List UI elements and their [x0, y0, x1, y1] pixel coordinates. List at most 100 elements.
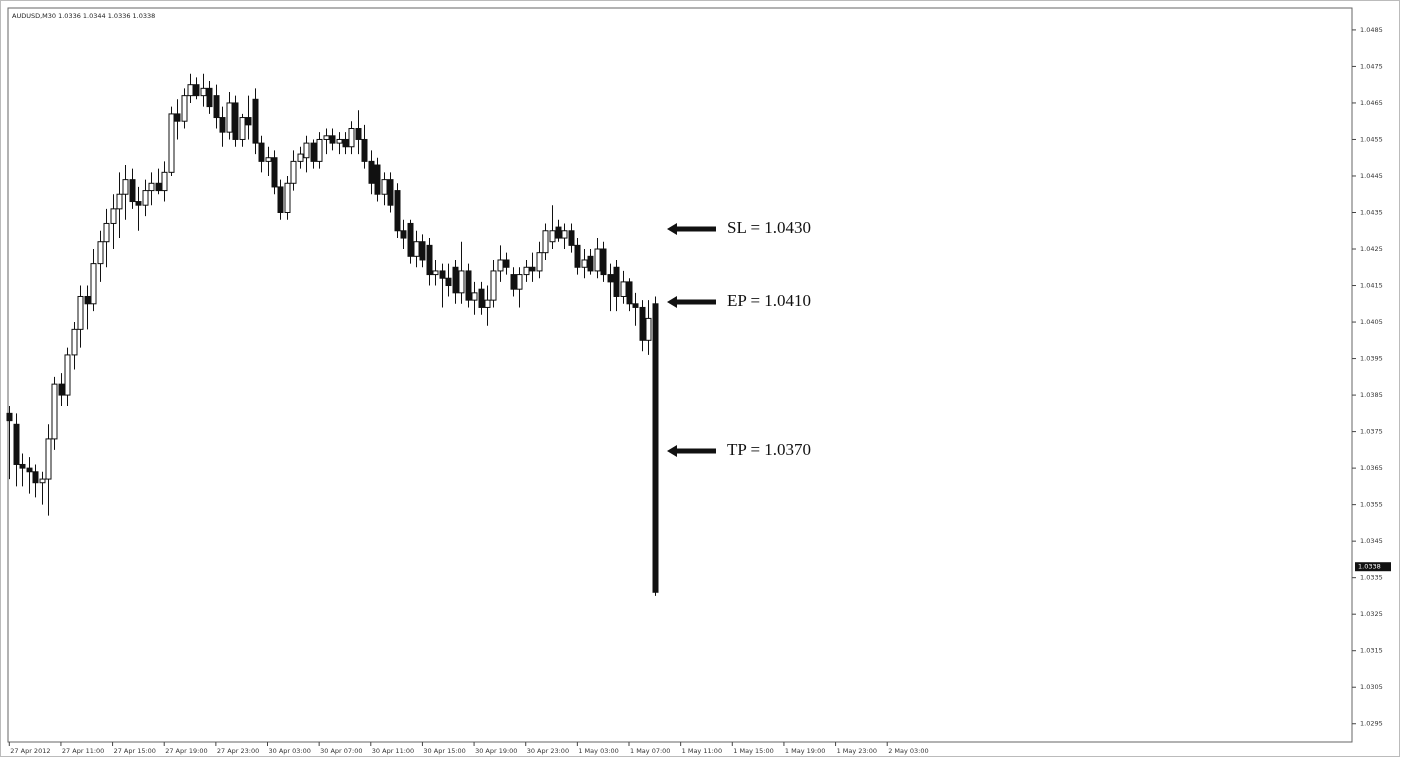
candle-body — [620, 281, 627, 297]
candle-body — [90, 263, 97, 305]
candle-body — [303, 142, 310, 159]
x-tick-label: 1 May 23:00 — [837, 747, 877, 755]
candle-body — [587, 255, 594, 272]
x-tick-label: 1 May 15:00 — [733, 747, 773, 755]
x-tick-label: 30 Apr 07:00 — [320, 747, 362, 755]
plot-area — [7, 7, 1353, 743]
candle-body — [110, 208, 117, 224]
candle-body — [536, 252, 543, 272]
arrow — [667, 296, 716, 308]
candle-body — [542, 230, 549, 254]
candle-body — [490, 270, 497, 301]
candle-body — [174, 113, 181, 122]
candle-body — [6, 412, 13, 422]
candle-body — [116, 193, 123, 210]
arrow — [667, 445, 716, 457]
candle-body — [103, 222, 110, 243]
candle-body — [142, 190, 149, 206]
y-tick-label: 1.0325 — [1360, 610, 1383, 618]
x-tick-label: 1 May 03:00 — [578, 747, 618, 755]
candle-body — [432, 270, 439, 276]
candle-body — [613, 266, 620, 297]
y-tick-label: 1.0385 — [1360, 391, 1383, 399]
candle-body — [32, 471, 39, 484]
candle-body — [600, 248, 607, 276]
candle-body — [361, 138, 368, 162]
candle-body — [200, 87, 207, 97]
candle-body — [97, 241, 104, 265]
candle-body — [265, 157, 272, 162]
candle-body — [639, 306, 646, 341]
candle-body — [148, 182, 155, 192]
candle-body — [581, 259, 588, 268]
candle-body — [122, 179, 129, 195]
candle-body — [555, 226, 562, 239]
x-tick-label: 2 May 03:00 — [888, 747, 928, 755]
y-tick-label: 1.0425 — [1360, 245, 1383, 253]
candle-body — [77, 295, 84, 330]
candle-body — [329, 135, 336, 144]
symbol-header: AUDUSD,M30 1.0336 1.0344 1.0336 1.0338 — [12, 12, 155, 20]
candle-body — [471, 292, 478, 301]
candle-body — [26, 467, 33, 473]
candle-body — [239, 117, 246, 140]
candle-body — [336, 138, 343, 144]
candle-body — [439, 270, 446, 279]
x-tick-label: 27 Apr 2012 — [10, 747, 50, 755]
candle-body — [478, 288, 485, 308]
y-tick-label: 1.0335 — [1360, 574, 1383, 582]
candle-body — [135, 201, 142, 206]
y-tick-label: 1.0305 — [1360, 683, 1383, 691]
candle-body — [187, 84, 194, 97]
y-tick-label: 1.0455 — [1360, 135, 1383, 143]
y-tick-label: 1.0365 — [1360, 464, 1383, 472]
candle-body — [419, 241, 426, 261]
candle-body — [510, 274, 517, 290]
candle-body — [484, 299, 491, 308]
x-tick-label: 27 Apr 15:00 — [114, 747, 156, 755]
candle-body — [277, 186, 284, 213]
y-tick-label: 1.0295 — [1360, 720, 1383, 728]
candle-body — [465, 270, 472, 301]
y-tick-label: 1.0485 — [1360, 26, 1383, 34]
candle-body — [155, 182, 162, 192]
y-tick-label: 1.0355 — [1360, 501, 1383, 509]
candle-body — [245, 117, 252, 126]
candle-body — [626, 281, 633, 305]
candle-body — [368, 160, 375, 184]
candle-body — [381, 179, 388, 195]
candle-body — [400, 230, 407, 239]
y-tick-label: 1.0445 — [1360, 172, 1383, 180]
x-tick-label: 1 May 07:00 — [630, 747, 670, 755]
candle-body — [297, 153, 304, 162]
candle-body — [161, 171, 168, 192]
arrows — [667, 223, 716, 457]
candle-body — [58, 383, 65, 396]
candle-body — [426, 244, 433, 276]
candle-body — [458, 270, 465, 294]
candle-body — [271, 157, 278, 188]
candle-body — [39, 478, 46, 484]
candle-body — [452, 266, 459, 294]
candle-body — [516, 274, 523, 290]
candle-body — [497, 259, 504, 272]
candle-body — [355, 128, 362, 140]
last-price-box — [1355, 562, 1391, 572]
candle-body — [252, 98, 259, 144]
candle-body — [219, 117, 226, 133]
candle-body — [549, 230, 556, 243]
candle-body — [652, 303, 659, 593]
candle-body — [51, 383, 58, 440]
candle-body — [342, 138, 349, 148]
y-tick-label: 1.0465 — [1360, 99, 1383, 107]
candle-body — [374, 164, 381, 195]
x-tick-label: 1 May 11:00 — [682, 747, 722, 755]
y-tick-label: 1.0415 — [1360, 282, 1383, 290]
candle-body — [348, 128, 355, 148]
candle-body — [323, 135, 330, 140]
candle-body — [387, 179, 394, 206]
candle-body — [523, 266, 530, 276]
annotation: TP = 1.0370 — [727, 440, 811, 459]
candle-body — [594, 248, 601, 272]
